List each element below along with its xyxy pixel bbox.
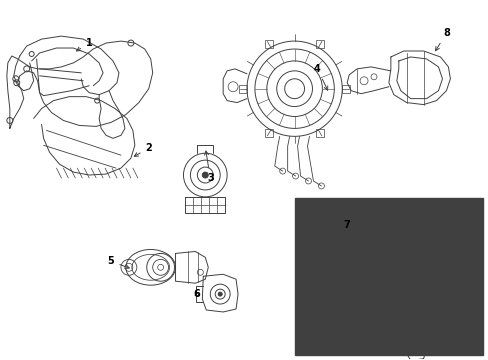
Bar (264, 130, 272, 138)
Bar (264, 40, 272, 48)
Text: 5: 5 (107, 256, 129, 269)
Bar (316, 40, 324, 48)
Text: 3: 3 (204, 151, 213, 183)
Text: 4: 4 (313, 64, 327, 90)
Text: 1: 1 (77, 38, 92, 51)
Text: 6: 6 (193, 289, 199, 299)
Text: 2: 2 (134, 143, 152, 156)
Bar (342, 85, 349, 93)
Circle shape (202, 172, 208, 178)
Bar (316, 130, 324, 138)
Bar (294, 198, 482, 355)
Bar (239, 85, 246, 93)
Circle shape (218, 292, 222, 296)
Text: 7: 7 (343, 220, 350, 234)
Text: 8: 8 (435, 28, 449, 51)
